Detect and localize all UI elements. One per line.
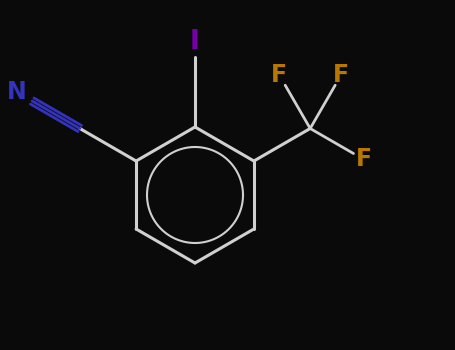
Text: F: F [356,147,372,172]
Text: N: N [7,80,26,104]
Text: F: F [271,63,287,87]
Text: F: F [333,63,349,87]
Text: I: I [190,29,200,55]
